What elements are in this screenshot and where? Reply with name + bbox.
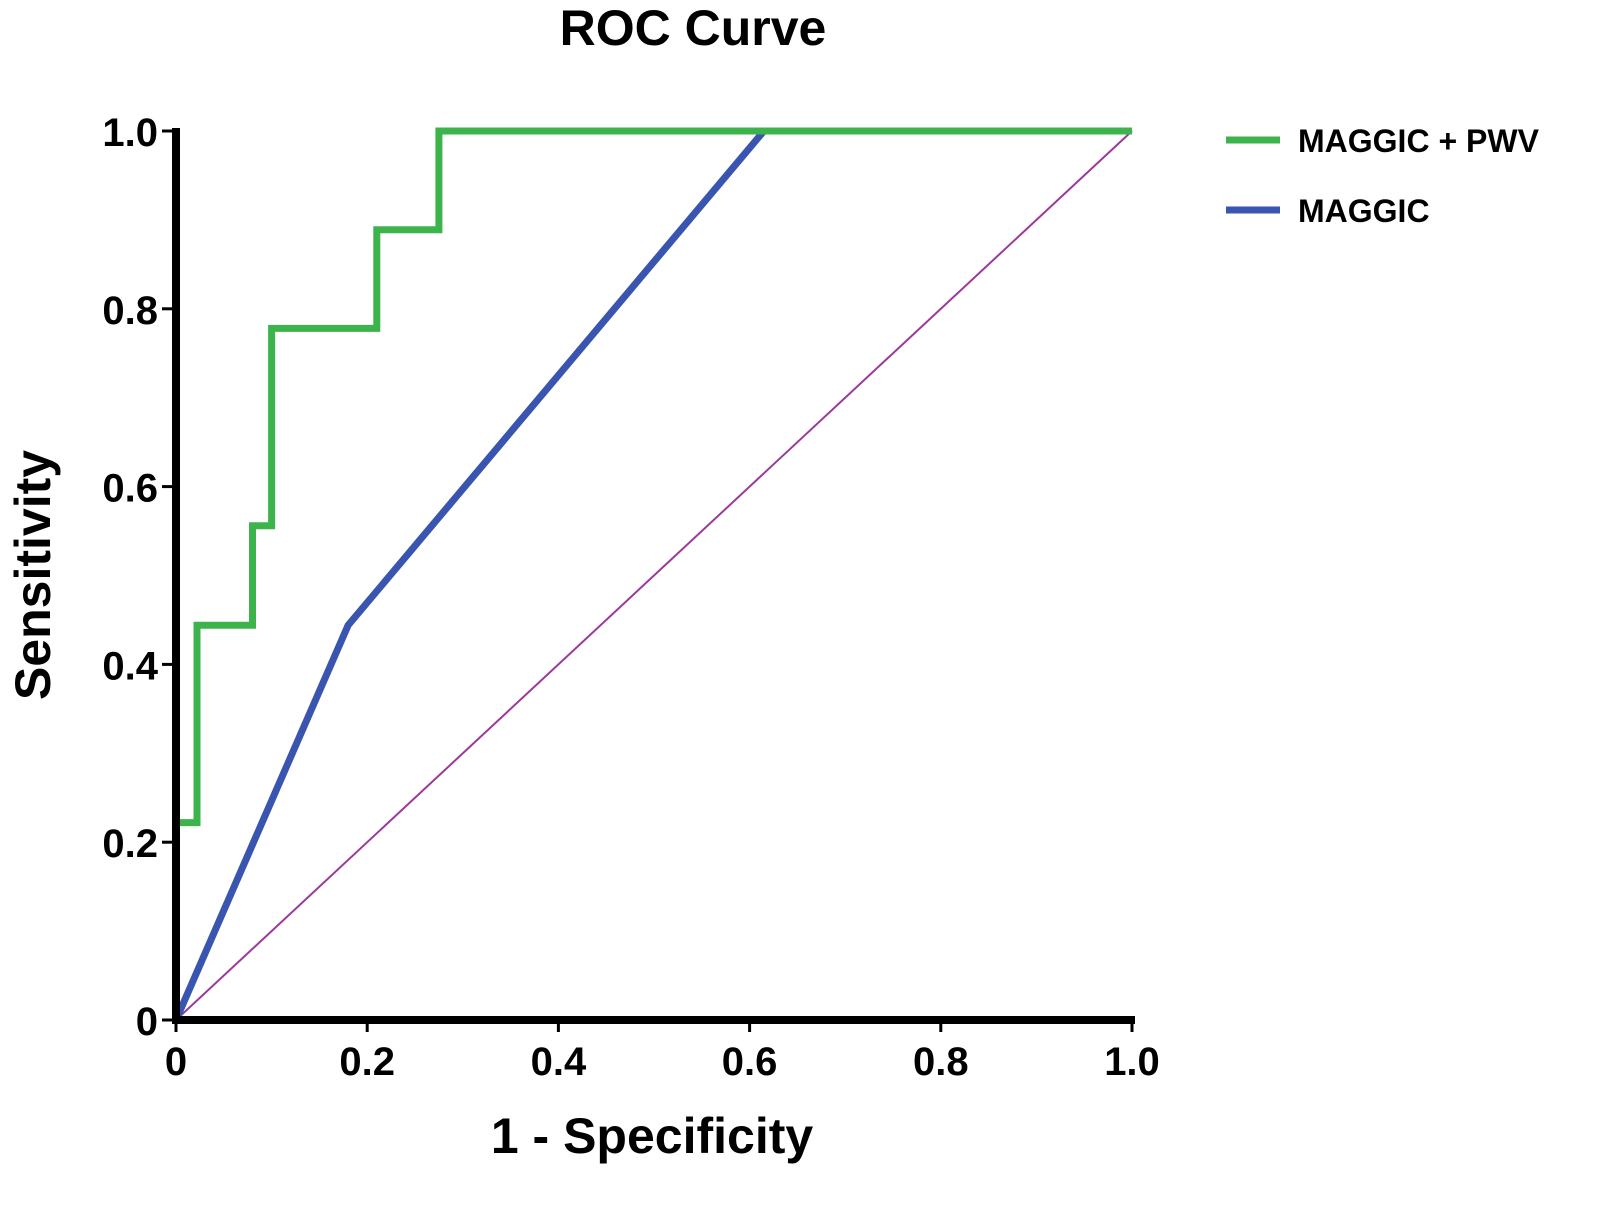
y-tick-label: 0.4: [102, 644, 158, 688]
y-tick-label: 0.2: [102, 822, 158, 866]
x-tick-label: 0.8: [913, 1040, 969, 1084]
y-tick-label: 0.6: [102, 467, 158, 511]
series-line-maggic-pwv: [172, 127, 1132, 1020]
legend-label: MAGGIC: [1298, 193, 1430, 229]
series-layer: [172, 127, 1133, 1022]
chart-title: ROC Curve: [560, 0, 827, 56]
x-tick-label: 1.0: [1104, 1040, 1160, 1084]
legend-label: MAGGIC + PWV: [1298, 123, 1540, 159]
x-tick-label: 0.4: [531, 1040, 587, 1084]
x-axis-label: 1 - Specificity: [491, 1108, 814, 1164]
y-tick-label: 0: [136, 1000, 158, 1044]
x-tick-label: 0.6: [722, 1040, 778, 1084]
axes-layer: [172, 128, 1135, 1024]
y-axis-label: Sensitivity: [5, 450, 61, 700]
y-tick-label: 0.8: [102, 289, 158, 333]
series-line-reference: [175, 130, 1133, 1021]
x-tick-label: 0.2: [339, 1040, 395, 1084]
ticks-layer: 0 0.2 0.4 0.6 0.8 1.0 0 0.2 0.4 0.6 0.8 1.0: [102, 111, 1159, 1084]
x-tick-label: 0: [165, 1040, 187, 1084]
y-tick-label: 1.0: [102, 111, 158, 155]
legend: MAGGIC + PWV MAGGIC: [1226, 123, 1540, 229]
